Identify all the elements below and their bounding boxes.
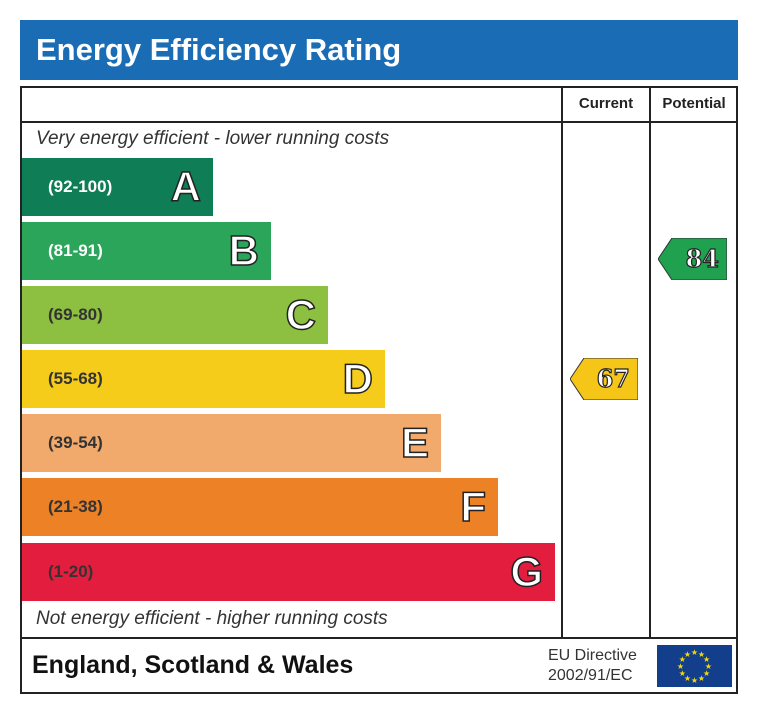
band-range: (69-80) — [48, 305, 103, 324]
bottom-note: Not energy efficient - higher running co… — [36, 608, 388, 629]
band-letter: D — [342, 354, 374, 403]
eu-star-icon: ★ — [677, 662, 684, 671]
eu-star-icon: ★ — [684, 650, 691, 659]
band-range: (55-68) — [48, 369, 103, 388]
potential-arrow-shape — [658, 238, 727, 280]
column-divider — [649, 86, 651, 639]
chart-title: Energy Efficiency Rating — [20, 20, 738, 80]
band-bar-b: (81-91) B — [22, 222, 271, 280]
band-bar-e: (39-54) E — [22, 414, 441, 472]
top-note: Very energy efficient - lower running co… — [36, 128, 390, 149]
potential-rating-value: 84 — [685, 243, 720, 273]
eu-star-icon: ★ — [698, 674, 705, 683]
header-divider — [20, 121, 738, 123]
band-bar-g: (1-20) G — [22, 543, 555, 601]
column-header-potential: Potential — [662, 95, 726, 112]
current-rating-arrow: 67 — [570, 358, 638, 400]
band-bar-d: (55-68) D — [22, 350, 385, 408]
eu-star-icon: ★ — [698, 650, 705, 659]
band-letter: G — [510, 547, 544, 596]
potential-rating-arrow: 84 — [658, 238, 727, 280]
eu-flag-icon: ★ ★ ★ ★ ★ ★ ★ ★ ★ ★ ★ ★ — [657, 645, 732, 687]
band-letter: A — [170, 162, 202, 211]
band-letter: E — [400, 418, 430, 467]
band-range: (92-100) — [48, 177, 113, 196]
band-letter: B — [228, 226, 260, 275]
current-arrow-shape — [570, 358, 638, 400]
eu-star-icon: ★ — [703, 655, 710, 664]
directive-line-1: EU Directive — [548, 647, 637, 664]
region-label: England, Scotland & Wales — [32, 651, 354, 679]
eu-star-icon: ★ — [703, 669, 710, 678]
band-bar-a: (92-100) A — [22, 158, 213, 216]
band-bar-c: (69-80) C — [22, 286, 328, 344]
band-range: (39-54) — [48, 433, 103, 452]
eu-star-icon: ★ — [684, 674, 691, 683]
footer-divider — [20, 637, 738, 639]
chart-frame — [20, 86, 738, 694]
band-range: (21-38) — [48, 497, 103, 516]
eu-star-icon: ★ — [679, 655, 686, 664]
eu-star-icon: ★ — [691, 648, 698, 657]
band-range: (81-91) — [48, 241, 103, 260]
band-range: (1-20) — [48, 562, 94, 581]
band-letter: F — [460, 482, 487, 531]
eu-star-icon: ★ — [679, 669, 686, 678]
band-letter: C — [285, 290, 317, 339]
column-header-current: Current — [578, 95, 634, 112]
column-divider — [561, 86, 563, 639]
directive-line-2: 2002/91/EC — [548, 667, 633, 684]
eu-star-icon: ★ — [705, 662, 712, 671]
eu-directive: EU Directive 2002/91/EC — [548, 646, 637, 686]
current-rating-value: 67 — [596, 363, 631, 393]
eu-star-icon: ★ — [691, 676, 698, 685]
band-bar-f: (21-38) F — [22, 478, 498, 536]
